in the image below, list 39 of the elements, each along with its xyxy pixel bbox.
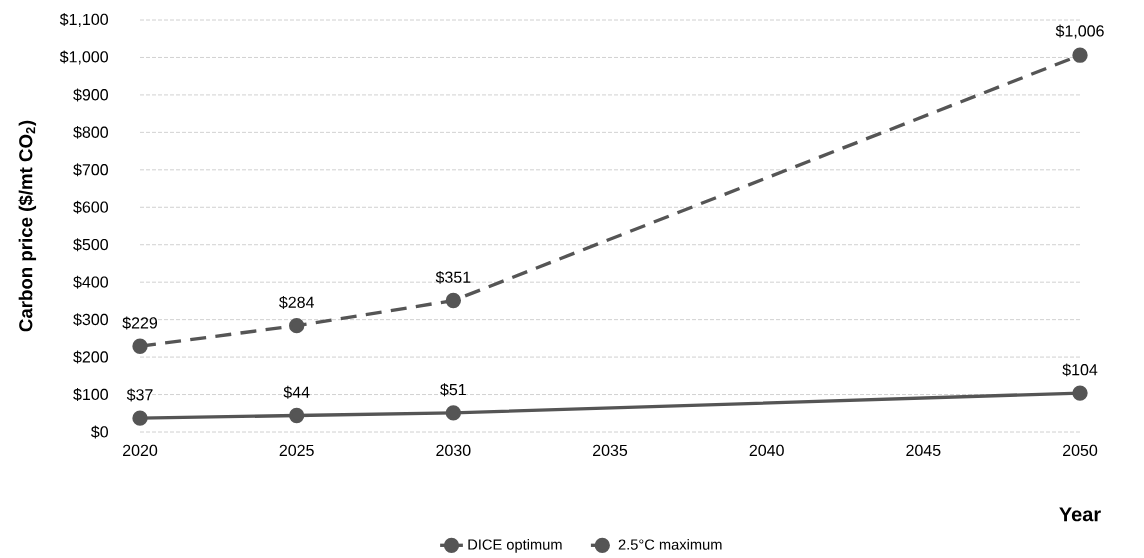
data-label: $104 — [1062, 363, 1098, 377]
y-axis-title: Carbon price ($/mt CO$_{2}$) — [18, 120, 37, 332]
point — [132, 410, 148, 426]
data-label: $51 — [440, 383, 466, 397]
x-tick-label: 2045 — [906, 444, 941, 457]
y-tick-label: $800 — [73, 125, 108, 139]
point — [1072, 385, 1088, 401]
data-label: $37 — [126, 388, 153, 402]
y-tick-label: $100 — [73, 388, 108, 402]
data-label: $44 — [283, 385, 310, 399]
y-tick-label: $500 — [73, 238, 108, 252]
y-tick-label: $1,000 — [59, 50, 108, 65]
y-tick-label: $300 — [73, 313, 108, 327]
point — [289, 317, 305, 334]
legend-label: 2.5°C maximum — [618, 538, 722, 550]
x-tick-label: 2035 — [593, 444, 628, 457]
point — [1072, 47, 1088, 63]
data-label: $351 — [435, 270, 471, 284]
y-tick-label: $0 — [91, 425, 109, 439]
data-label: $1,006 — [1055, 24, 1104, 39]
point — [445, 292, 462, 309]
point — [445, 405, 462, 421]
x-axis-title: Year — [1059, 507, 1101, 522]
x-tick-label: 2050 — [1063, 444, 1098, 457]
x-tick-label: 2040 — [749, 444, 784, 457]
x-tick-label: 2025 — [279, 444, 314, 457]
y-tick-label: $600 — [73, 200, 108, 214]
y-tick-label: $200 — [73, 350, 108, 364]
point — [132, 338, 148, 354]
point — [289, 407, 305, 424]
x-tick-label: 2020 — [123, 444, 158, 457]
y-tick-label: $900 — [73, 88, 108, 102]
y-tick-label: $400 — [73, 275, 108, 289]
data-label: $284 — [279, 295, 314, 309]
y-tick-label: $1,100 — [59, 13, 108, 27]
legend-label: DICE optimum — [468, 538, 562, 553]
y-tick-label: $700 — [73, 163, 108, 177]
data-label: $229 — [122, 316, 158, 330]
x-tick-label: 2030 — [436, 444, 471, 457]
